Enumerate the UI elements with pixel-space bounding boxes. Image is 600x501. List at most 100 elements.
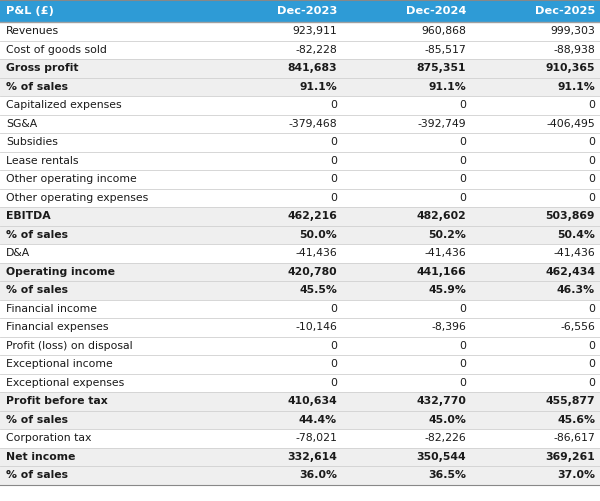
Text: 841,683: 841,683 bbox=[287, 63, 337, 73]
Text: % of sales: % of sales bbox=[6, 415, 68, 425]
Bar bbox=[0, 188, 213, 207]
Bar bbox=[0, 447, 213, 466]
Text: Subsidies: Subsidies bbox=[6, 137, 58, 147]
Bar bbox=[213, 78, 342, 96]
Bar bbox=[0, 244, 213, 263]
Text: -6,556: -6,556 bbox=[560, 322, 595, 332]
Text: 45.9%: 45.9% bbox=[428, 285, 466, 295]
Text: 46.3%: 46.3% bbox=[557, 285, 595, 295]
Bar bbox=[471, 133, 600, 151]
Text: Corporation tax: Corporation tax bbox=[6, 433, 91, 443]
Bar bbox=[213, 225, 342, 244]
Text: 0: 0 bbox=[588, 341, 595, 351]
Text: 45.6%: 45.6% bbox=[557, 415, 595, 425]
Text: 0: 0 bbox=[588, 359, 595, 369]
Bar bbox=[471, 281, 600, 300]
Bar bbox=[342, 151, 471, 170]
Bar bbox=[471, 41, 600, 59]
Text: 0: 0 bbox=[330, 359, 337, 369]
Text: 503,869: 503,869 bbox=[545, 211, 595, 221]
Text: 0: 0 bbox=[330, 100, 337, 110]
Text: 50.2%: 50.2% bbox=[428, 230, 466, 240]
Text: -8,396: -8,396 bbox=[431, 322, 466, 332]
Text: 0: 0 bbox=[588, 304, 595, 314]
Text: 0: 0 bbox=[330, 174, 337, 184]
Bar bbox=[0, 281, 213, 300]
Bar bbox=[213, 188, 342, 207]
Bar bbox=[342, 263, 471, 281]
Bar bbox=[0, 429, 213, 447]
Bar bbox=[342, 429, 471, 447]
Text: Capitalized expenses: Capitalized expenses bbox=[6, 100, 122, 110]
Bar bbox=[213, 96, 342, 115]
Bar bbox=[471, 188, 600, 207]
Bar bbox=[342, 374, 471, 392]
Bar bbox=[471, 300, 600, 318]
Text: 0: 0 bbox=[588, 193, 595, 203]
Bar bbox=[342, 59, 471, 78]
Text: 0: 0 bbox=[330, 193, 337, 203]
Text: 37.0%: 37.0% bbox=[557, 470, 595, 480]
Bar bbox=[342, 466, 471, 484]
Text: 91.1%: 91.1% bbox=[299, 82, 337, 92]
Text: 0: 0 bbox=[330, 156, 337, 166]
Bar bbox=[342, 78, 471, 96]
Text: -85,517: -85,517 bbox=[424, 45, 466, 55]
Bar bbox=[471, 0, 600, 22]
Text: 960,868: 960,868 bbox=[421, 26, 466, 36]
Bar bbox=[213, 447, 342, 466]
Bar bbox=[342, 115, 471, 133]
Text: 0: 0 bbox=[330, 378, 337, 388]
Bar bbox=[342, 318, 471, 337]
Bar bbox=[342, 447, 471, 466]
Bar bbox=[342, 188, 471, 207]
Bar bbox=[213, 115, 342, 133]
Bar bbox=[471, 78, 600, 96]
Bar bbox=[0, 207, 213, 225]
Text: 923,911: 923,911 bbox=[292, 26, 337, 36]
Bar bbox=[0, 466, 213, 484]
Bar bbox=[471, 225, 600, 244]
Text: Financial income: Financial income bbox=[6, 304, 97, 314]
Bar bbox=[471, 263, 600, 281]
Bar bbox=[342, 392, 471, 410]
Text: Exceptional income: Exceptional income bbox=[6, 359, 113, 369]
Text: Profit before tax: Profit before tax bbox=[6, 396, 108, 406]
Text: P&L (£): P&L (£) bbox=[6, 6, 54, 16]
Text: 45.5%: 45.5% bbox=[299, 285, 337, 295]
Bar bbox=[0, 300, 213, 318]
Bar bbox=[213, 281, 342, 300]
Text: 0: 0 bbox=[459, 378, 466, 388]
Bar bbox=[471, 429, 600, 447]
Text: 0: 0 bbox=[459, 359, 466, 369]
Text: -41,436: -41,436 bbox=[553, 248, 595, 258]
Bar bbox=[213, 410, 342, 429]
Text: 44.4%: 44.4% bbox=[299, 415, 337, 425]
Text: -406,495: -406,495 bbox=[546, 119, 595, 129]
Bar bbox=[213, 22, 342, 41]
Text: 0: 0 bbox=[588, 378, 595, 388]
Bar bbox=[342, 41, 471, 59]
Bar bbox=[471, 22, 600, 41]
Bar bbox=[0, 41, 213, 59]
Bar bbox=[213, 300, 342, 318]
Text: % of sales: % of sales bbox=[6, 285, 68, 295]
Bar bbox=[0, 115, 213, 133]
Text: 441,166: 441,166 bbox=[416, 267, 466, 277]
Text: 0: 0 bbox=[459, 156, 466, 166]
Text: 999,303: 999,303 bbox=[550, 26, 595, 36]
Bar bbox=[213, 41, 342, 59]
Bar bbox=[342, 0, 471, 22]
Bar bbox=[471, 207, 600, 225]
Bar bbox=[0, 0, 213, 22]
Bar bbox=[471, 355, 600, 374]
Text: D&A: D&A bbox=[6, 248, 30, 258]
Bar bbox=[342, 410, 471, 429]
Text: 91.1%: 91.1% bbox=[557, 82, 595, 92]
Text: 0: 0 bbox=[588, 156, 595, 166]
Text: 0: 0 bbox=[588, 100, 595, 110]
Text: 45.0%: 45.0% bbox=[428, 415, 466, 425]
Bar bbox=[471, 392, 600, 410]
Bar bbox=[213, 151, 342, 170]
Text: SG&A: SG&A bbox=[6, 119, 37, 129]
